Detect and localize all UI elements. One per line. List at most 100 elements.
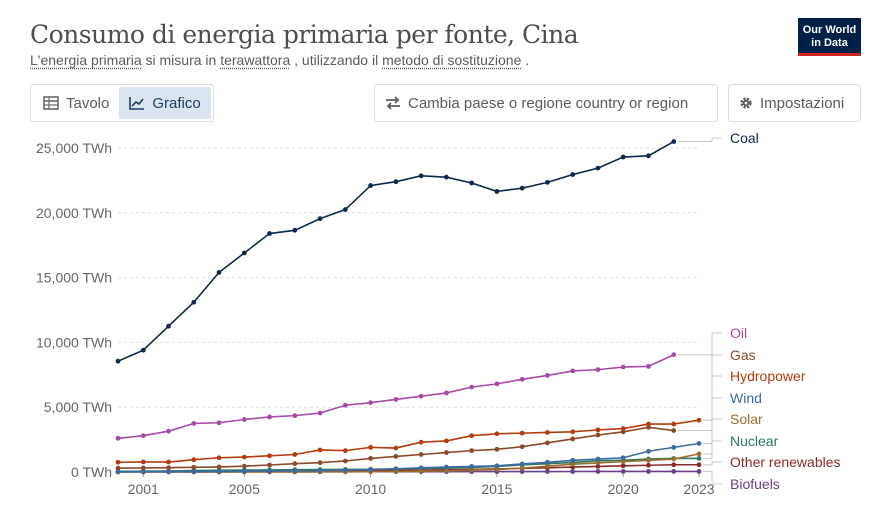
- data-point-solar[interactable]: [443, 468, 449, 474]
- data-point-coal[interactable]: [292, 227, 298, 233]
- data-point-other-renewables[interactable]: [620, 463, 626, 469]
- primary-energy-link[interactable]: L'energia primaria: [30, 52, 142, 68]
- data-point-other-renewables[interactable]: [671, 462, 677, 468]
- data-point-oil[interactable]: [241, 417, 247, 422]
- data-point-oil[interactable]: [671, 352, 677, 358]
- series-label-other-renewables[interactable]: Other renewables: [730, 454, 841, 470]
- data-point-wind[interactable]: [595, 456, 601, 462]
- data-point-coal[interactable]: [241, 250, 247, 256]
- data-point-gas[interactable]: [115, 465, 121, 471]
- data-point-gas[interactable]: [545, 440, 550, 446]
- data-point-oil[interactable]: [418, 393, 424, 399]
- data-point-oil[interactable]: [368, 400, 374, 406]
- data-point-hydropower[interactable]: [140, 459, 146, 465]
- data-point-gas[interactable]: [241, 463, 247, 469]
- series-line-wind[interactable]: [117, 442, 700, 473]
- data-point-biofuels[interactable]: [545, 469, 550, 474]
- owid-logo[interactable]: Our World in Data: [798, 18, 861, 56]
- series-label-nuclear[interactable]: Nuclear: [730, 433, 779, 449]
- data-point-gas[interactable]: [443, 450, 449, 455]
- data-point-biofuels[interactable]: [696, 469, 702, 474]
- data-point-oil[interactable]: [342, 402, 348, 408]
- data-point-wind[interactable]: [570, 457, 576, 463]
- data-point-gas[interactable]: [267, 462, 272, 468]
- series-line-nuclear[interactable]: [117, 457, 699, 473]
- data-point-wind[interactable]: [317, 468, 323, 473]
- data-point-hydropower[interactable]: [519, 430, 525, 436]
- data-point-hydropower[interactable]: [595, 427, 601, 433]
- data-point-oil[interactable]: [115, 435, 121, 441]
- data-point-gas[interactable]: [646, 424, 651, 430]
- data-point-oil[interactable]: [595, 367, 601, 373]
- data-point-oil[interactable]: [393, 397, 399, 402]
- data-point-gas[interactable]: [620, 429, 626, 435]
- data-point-oil[interactable]: [166, 428, 171, 434]
- data-point-hydropower[interactable]: [494, 431, 500, 437]
- settings-button[interactable]: Impostazioni: [728, 84, 861, 122]
- data-point-oil[interactable]: [570, 368, 576, 374]
- data-point-oil[interactable]: [140, 433, 146, 439]
- data-point-wind[interactable]: [368, 467, 374, 473]
- data-point-hydropower[interactable]: [469, 433, 475, 439]
- data-point-oil[interactable]: [545, 373, 550, 378]
- data-point-hydropower[interactable]: [216, 455, 222, 461]
- data-point-solar[interactable]: [620, 459, 626, 465]
- data-point-solar[interactable]: [418, 468, 424, 474]
- substitution-method-link[interactable]: metodo di sostituzione: [382, 52, 522, 68]
- data-point-hydropower[interactable]: [671, 421, 677, 427]
- data-point-wind[interactable]: [393, 466, 399, 472]
- data-point-gas[interactable]: [342, 458, 348, 464]
- data-point-wind[interactable]: [267, 468, 272, 474]
- data-point-coal[interactable]: [393, 179, 399, 185]
- data-point-oil[interactable]: [469, 384, 475, 390]
- data-point-hydropower[interactable]: [570, 429, 576, 435]
- data-point-wind[interactable]: [519, 461, 525, 467]
- data-point-gas[interactable]: [595, 432, 601, 438]
- data-point-wind[interactable]: [443, 464, 449, 470]
- data-point-coal[interactable]: [545, 179, 550, 185]
- data-point-wind[interactable]: [241, 468, 247, 474]
- tab-chart[interactable]: Grafico: [119, 87, 211, 119]
- data-point-coal[interactable]: [469, 180, 475, 186]
- data-point-coal[interactable]: [595, 165, 601, 171]
- data-point-oil[interactable]: [267, 414, 272, 420]
- data-point-wind[interactable]: [166, 469, 171, 475]
- data-point-wind[interactable]: [696, 441, 702, 446]
- data-point-gas[interactable]: [166, 465, 171, 471]
- series-line-hydropower[interactable]: [117, 419, 700, 464]
- data-point-coal[interactable]: [494, 189, 500, 194]
- data-point-coal[interactable]: [519, 185, 525, 191]
- data-point-wind[interactable]: [292, 468, 298, 474]
- data-point-gas[interactable]: [418, 452, 424, 457]
- data-point-wind[interactable]: [646, 448, 651, 454]
- data-point-coal[interactable]: [570, 172, 576, 177]
- data-point-solar[interactable]: [646, 457, 651, 463]
- data-point-gas[interactable]: [570, 436, 576, 442]
- data-point-coal[interactable]: [342, 207, 348, 212]
- series-label-gas[interactable]: Gas: [730, 347, 756, 363]
- data-point-wind[interactable]: [216, 469, 222, 474]
- data-point-oil[interactable]: [292, 413, 298, 419]
- data-point-hydropower[interactable]: [166, 459, 171, 465]
- data-point-oil[interactable]: [494, 381, 500, 387]
- data-point-solar[interactable]: [494, 467, 500, 472]
- data-point-solar[interactable]: [570, 461, 576, 467]
- data-point-gas[interactable]: [191, 464, 197, 470]
- data-point-coal[interactable]: [267, 231, 272, 236]
- data-point-gas[interactable]: [317, 460, 323, 466]
- data-point-gas[interactable]: [216, 464, 222, 470]
- data-point-coal[interactable]: [216, 270, 222, 275]
- data-point-hydropower[interactable]: [191, 457, 197, 463]
- data-point-oil[interactable]: [191, 421, 197, 426]
- data-point-oil[interactable]: [519, 376, 525, 382]
- series-label-hydropower[interactable]: Hydropower: [730, 368, 806, 384]
- data-point-hydropower[interactable]: [696, 417, 702, 423]
- data-point-wind[interactable]: [115, 469, 121, 475]
- series-label-oil[interactable]: Oil: [730, 325, 747, 341]
- data-point-hydropower[interactable]: [267, 453, 272, 459]
- data-point-coal[interactable]: [443, 174, 449, 180]
- data-point-wind[interactable]: [545, 459, 550, 465]
- data-point-hydropower[interactable]: [418, 439, 424, 445]
- data-point-solar[interactable]: [696, 451, 702, 457]
- data-point-other-renewables[interactable]: [696, 462, 702, 468]
